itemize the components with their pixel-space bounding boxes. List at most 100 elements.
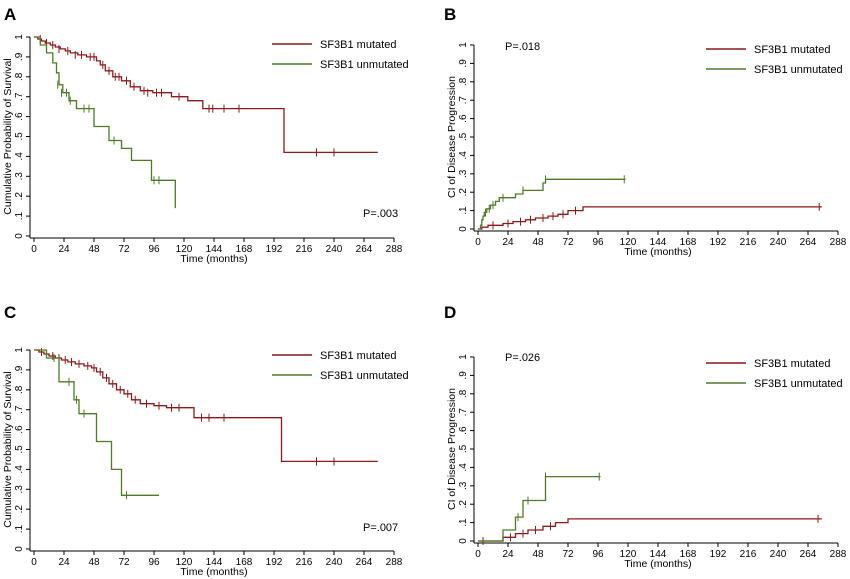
panel-d: D 0 .1 .2 .3 .4 .5 .6 .7 .8 .9 1 0 24 48 72 96 120 144 168 1… [444,303,847,570]
y-tick-label: .5 [458,132,469,141]
x-tick-label: 264 [800,549,817,560]
p-value-annotation: P=.026 [505,352,540,364]
p-value-annotation: P=.018 [505,41,540,53]
y-tick-label: .3 [458,481,469,490]
legend-label-mutated: SF3B1 mutated [320,350,396,362]
y-tick-label: 1 [458,42,469,48]
x-tick-label: 24 [502,237,514,248]
y-tick-label: .1 [458,518,469,527]
x-tick-label: 240 [326,244,343,255]
x-tick-label: 120 [176,244,193,255]
series-mutated-line [478,206,822,230]
p-value-annotation: P=.003 [363,208,398,220]
x-axis-title: Time (months) [180,566,247,578]
x-axis-title: Time (months) [180,253,247,265]
x-tick-label: 168 [236,557,253,568]
x-tick-label: 48 [532,237,544,248]
x-tick-label: 192 [266,557,283,568]
x-tick-label: 216 [740,549,757,560]
series-mutated-line [478,518,822,542]
p-value-annotation: P=.007 [363,522,398,534]
x-tick-label: 144 [206,557,223,568]
y-tick-label: 0 [14,233,25,239]
y-tick-label: 0 [14,546,25,552]
series-unmutated-line [478,475,601,542]
x-tick-label: 240 [770,549,787,560]
x-tick-label: 24 [58,557,70,568]
x-tick-label: 192 [710,237,727,248]
x-tick-label: 48 [532,549,544,560]
y-tick-label: .9 [458,59,469,68]
y-tick-label: .5 [14,445,25,454]
y-tick-label: .4 [14,152,25,161]
x-tick-label: 216 [740,237,757,248]
y-axis-title: CI of Disease Progression [446,76,458,198]
x-tick-label: 24 [502,549,514,560]
y-axis-title: CI of Disease Progression [446,388,458,510]
panel-a: A 0 .1 .2 .3 .4 .5 .6 .7 .8 .9 1 0 24 48 72 96 120 144 168 1… [2,5,409,265]
x-tick-label: 240 [770,237,787,248]
y-tick-label: .2 [14,505,25,514]
x-tick-label: 120 [620,237,637,248]
x-tick-label: 120 [620,549,637,560]
x-tick-label: 168 [680,549,697,560]
y-tick-label: 1 [14,34,25,40]
legend-label-mutated: SF3B1 mutated [320,39,396,51]
x-tick-label: 264 [356,244,373,255]
y-tick-label: .7 [14,405,25,414]
legend-label-unmutated: SF3B1 unmutated [754,64,843,76]
x-tick-label: 72 [118,244,130,255]
y-tick-label: .2 [458,500,469,509]
x-tick-label: 24 [58,244,70,255]
x-tick-label: 192 [266,244,283,255]
legend-label-unmutated: SF3B1 unmutated [320,370,409,382]
x-tick-label: 72 [562,237,574,248]
x-tick-label: 0 [475,237,481,248]
x-tick-label: 264 [800,237,817,248]
x-tick-label: 144 [650,549,667,560]
legend-label-mutated: SF3B1 mutated [754,44,830,56]
y-tick-label: .3 [458,169,469,178]
y-tick-label: .8 [458,77,469,86]
y-tick-label: .4 [458,151,469,160]
x-tick-label: 240 [326,557,343,568]
legend-label-mutated: SF3B1 mutated [754,358,830,370]
x-tick-label: 96 [148,557,160,568]
x-tick-label: 192 [710,549,727,560]
x-tick-label: 288 [830,549,847,560]
x-tick-label: 0 [31,244,37,255]
y-tick-label: .7 [458,408,469,417]
series-mutated-line [34,349,378,463]
x-tick-label: 288 [830,237,847,248]
y-tick-label: 1 [458,354,469,360]
y-tick-label: .3 [14,172,25,181]
y-tick-label: .6 [14,112,25,121]
legend-label-unmutated: SF3B1 unmutated [754,378,843,390]
y-tick-label: .1 [14,524,25,533]
y-tick-label: .7 [458,96,469,105]
panel-b: B 0 .1 .2 .3 .4 .5 .6 .7 .8 .9 1 0 24 48 72 96 120 144 168 1… [444,5,847,258]
y-tick-label: .9 [458,371,469,380]
x-tick-label: 216 [296,557,313,568]
x-tick-label: 144 [650,237,667,248]
series-unmutated-line [34,36,176,209]
series-unmutated-line [34,349,159,496]
x-tick-label: 72 [118,557,130,568]
y-tick-label: .7 [14,92,25,101]
y-tick-label: .4 [14,465,25,474]
y-tick-label: .9 [14,365,25,374]
x-tick-label: 120 [176,557,193,568]
y-tick-label: .6 [14,425,25,434]
y-tick-label: 0 [458,538,469,544]
x-tick-label: 48 [88,244,100,255]
y-tick-label: .6 [458,426,469,435]
panel-letter: A [4,5,16,24]
y-tick-label: .8 [14,72,25,81]
y-tick-label: .8 [458,389,469,398]
y-tick-label: 0 [458,226,469,232]
legend-label-unmutated: SF3B1 unmutated [320,59,409,71]
x-tick-label: 168 [680,237,697,248]
y-tick-label: .6 [458,114,469,123]
y-tick-label: .5 [458,444,469,453]
